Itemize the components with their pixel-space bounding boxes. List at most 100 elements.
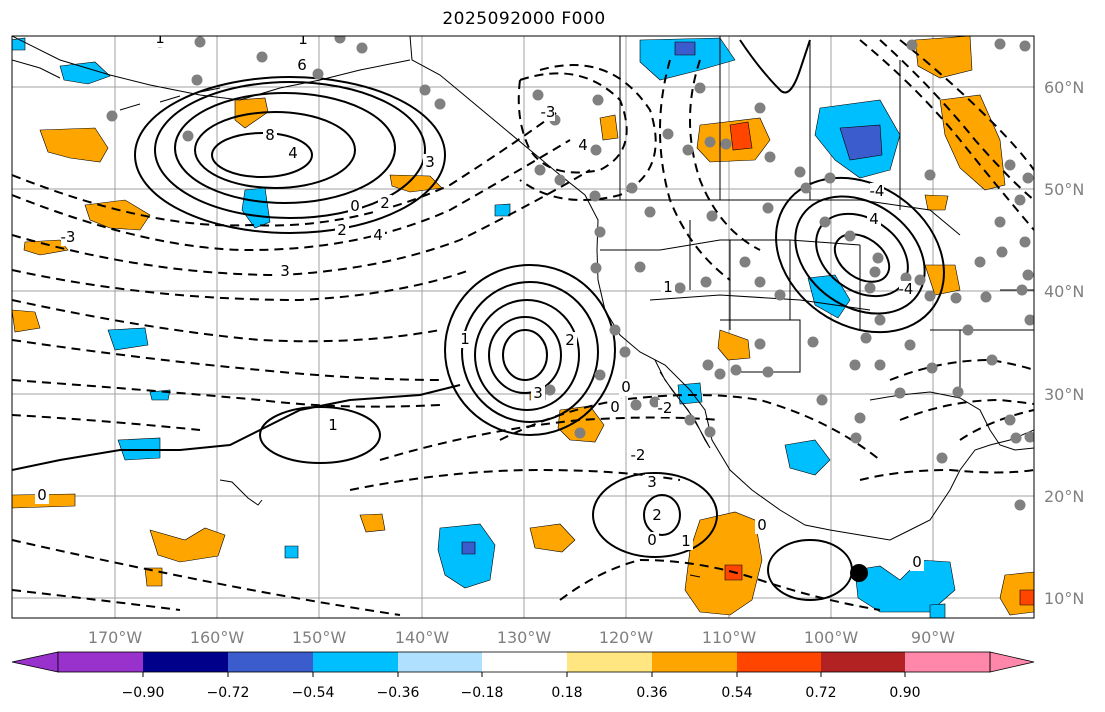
station-dot [849, 359, 861, 371]
colorbar-tick-label: −0.90 [122, 685, 165, 701]
station-dot [1022, 269, 1034, 281]
contour-label: -2 [631, 446, 646, 464]
contour-label: -4 [899, 280, 914, 298]
contours-dashed [12, 39, 1034, 616]
station-dot [532, 89, 544, 101]
contour-label-bg [371, 227, 385, 244]
station-dot [589, 190, 601, 202]
station-dot [900, 272, 912, 284]
longitude-label: 130°W [497, 628, 552, 647]
station-dot [1010, 432, 1022, 444]
station-dot [590, 262, 602, 274]
latitude-label: 30°N [1044, 385, 1084, 404]
station-dot [936, 452, 948, 464]
station-dot [1016, 284, 1028, 296]
station-dot [630, 399, 642, 411]
contour-label: 2 [652, 506, 662, 524]
station-dot [334, 36, 346, 44]
station-dot [986, 354, 998, 366]
colorbar-tick-label: 0.90 [889, 685, 920, 701]
contour-label: 1 [328, 416, 338, 434]
contour-label: 0 [610, 398, 620, 416]
longitude-label: 150°W [292, 628, 347, 647]
station-dot [926, 362, 938, 374]
station-dot [774, 289, 786, 301]
colorbar-tick-label: −0.72 [207, 685, 250, 701]
station-dot [1019, 40, 1031, 52]
contour-label-bg [645, 532, 659, 549]
contour-label: -3 [541, 103, 556, 121]
contour-label-bg [910, 554, 924, 571]
station-dot [762, 366, 774, 378]
station-dot [649, 396, 661, 408]
contour-label-bg [658, 400, 672, 417]
station-dot [714, 368, 726, 380]
station-dot [720, 138, 732, 150]
contour-label: 1 [155, 29, 165, 47]
station-dot [924, 169, 936, 181]
station-dot [854, 412, 866, 424]
station-dot [544, 384, 556, 396]
station-dot [674, 282, 686, 294]
contour-label: 1 [460, 330, 470, 348]
colorbar-bin [652, 652, 737, 672]
contour-label-bg [286, 145, 300, 162]
station-dot [1014, 499, 1026, 511]
contour-label-bg [608, 399, 622, 416]
contour-label-bg [378, 195, 392, 212]
contour-label-bg [531, 385, 545, 402]
station-dot [800, 182, 812, 194]
coastlines [12, 36, 1034, 578]
longitude-label: 160°W [190, 628, 245, 647]
station-dot [994, 216, 1006, 228]
station-dot [974, 256, 986, 268]
station-dot [864, 282, 876, 294]
station-dot [794, 166, 806, 178]
station-dot [626, 182, 638, 194]
station-dot [590, 144, 602, 156]
station-dot [1014, 194, 1026, 206]
station-dot [706, 210, 718, 222]
contour-label: 2 [380, 194, 390, 212]
station-dot [874, 359, 886, 371]
contour-label: 1 [298, 30, 308, 48]
station-dot [106, 110, 118, 122]
longitude-labels: 170°W 160°W 150°W 140°W 130°W 120°W 110°W 100°W… [88, 628, 955, 647]
station-dot [704, 426, 716, 438]
contour-label-bg [619, 379, 633, 396]
latitude-label: 60°N [1044, 78, 1084, 97]
longitude-label: 120°W [599, 628, 654, 647]
contour-label: -3 [61, 228, 76, 246]
station-dot [869, 266, 881, 278]
contour-label-bg [335, 222, 349, 239]
station-dot [754, 102, 766, 114]
colorbar-bin [11, 651, 59, 673]
station-dot [754, 276, 766, 288]
station-dot [594, 226, 606, 238]
colorbar-tick-label: −0.36 [377, 685, 420, 701]
colorbar-frame [57, 651, 991, 673]
contour-label-bg [153, 36, 167, 47]
station-dot [962, 324, 974, 336]
colorbar-labels: −0.90 −0.72 −0.54 −0.36 −0.18 0.18 0.36 0.54 0.7… [122, 672, 921, 701]
colorbar-tick-label: 0.18 [551, 685, 582, 701]
contour-label: 0 [647, 531, 657, 549]
station-dot [662, 128, 674, 140]
colorbar-tick-label: −0.18 [461, 685, 504, 701]
colorbar-bin [58, 652, 143, 672]
contour-label-bg [650, 507, 664, 524]
contour-label-bg [679, 533, 693, 550]
station-dot [191, 74, 203, 86]
station-dot [694, 82, 706, 94]
contour-label-bg [326, 417, 340, 434]
contour-label: -4 [870, 182, 885, 200]
contour-label-bg [423, 154, 437, 171]
station-dot [816, 394, 828, 406]
contour-label: 6 [297, 56, 307, 74]
station-dot [924, 290, 936, 302]
latitude-label: 40°N [1044, 282, 1084, 301]
station-dot [872, 252, 884, 264]
longitude-label: 140°W [395, 628, 450, 647]
colorbar-bin [989, 651, 1035, 673]
